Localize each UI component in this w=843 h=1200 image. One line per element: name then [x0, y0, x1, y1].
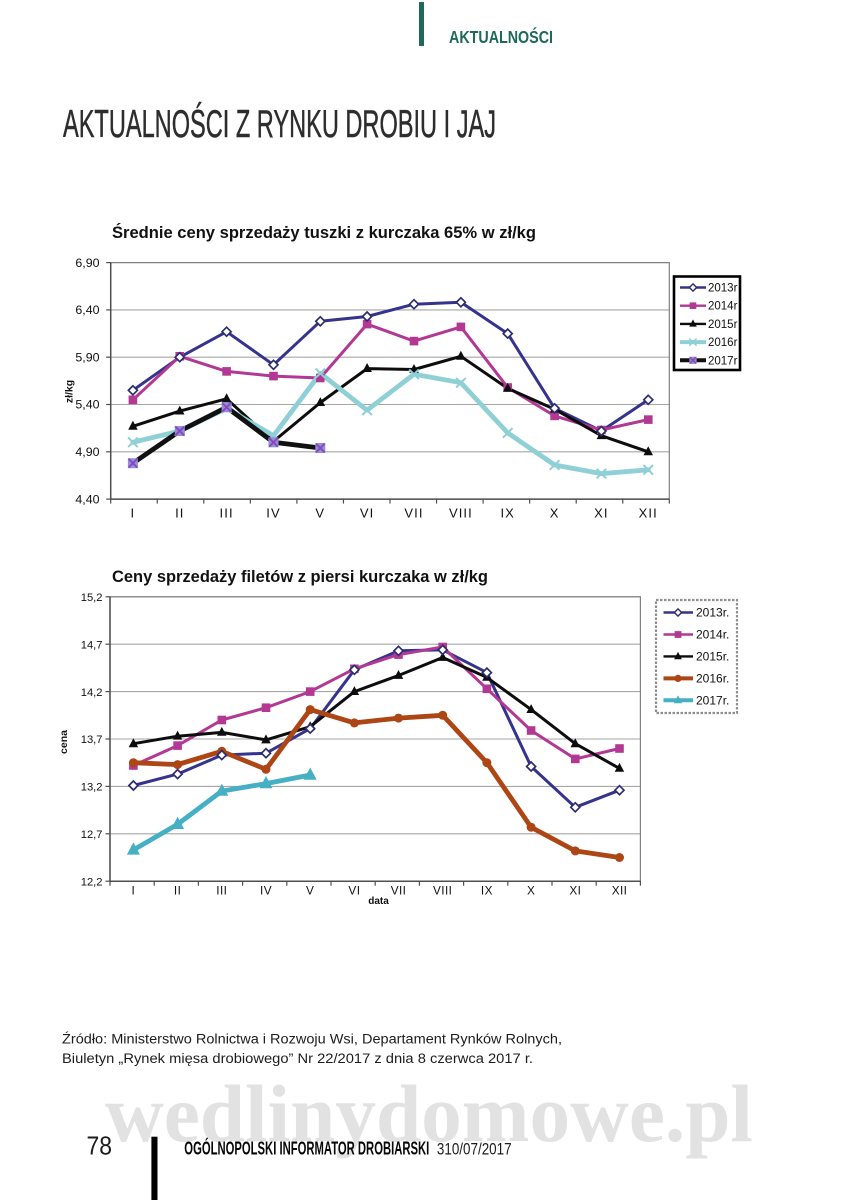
svg-text:13,7: 13,7	[81, 734, 103, 746]
svg-text:II: II	[174, 884, 181, 898]
svg-text:VIII: VIII	[449, 506, 473, 521]
svg-text:14,2: 14,2	[81, 687, 103, 699]
svg-text:IX: IX	[500, 506, 514, 521]
svg-text:Źródło: Ministerstwo Rolnictwa: Źródło: Ministerstwo Rolnictwa i Rozwoju…	[62, 1032, 562, 1047]
svg-text:AKTUALNOŚCI Z RYNKU DROBIU I J: AKTUALNOŚCI Z RYNKU DROBIU I JAJ	[63, 101, 496, 146]
svg-text:4,40: 4,40	[75, 492, 99, 506]
svg-text:2015r: 2015r	[708, 319, 738, 331]
svg-text:2016r: 2016r	[708, 337, 738, 349]
svg-text:VI: VI	[360, 506, 374, 521]
svg-text:2015r.: 2015r.	[696, 650, 729, 664]
svg-text:2017r: 2017r	[708, 355, 738, 367]
svg-text:III: III	[220, 506, 234, 521]
svg-text:2013r: 2013r	[708, 283, 738, 295]
svg-text:data: data	[368, 896, 389, 907]
svg-text:6,90: 6,90	[75, 256, 99, 270]
svg-text:I: I	[132, 884, 136, 898]
svg-text:IV: IV	[260, 884, 272, 898]
svg-text:zł/kg: zł/kg	[64, 380, 76, 403]
svg-text:III: III	[216, 884, 227, 898]
svg-text:5,40: 5,40	[75, 398, 99, 412]
svg-text:wedlinydomowe.pl: wedlinydomowe.pl	[105, 1068, 753, 1159]
svg-text:XI: XI	[594, 506, 608, 521]
svg-text:12,7: 12,7	[81, 829, 103, 841]
svg-text:VII: VII	[391, 884, 407, 898]
svg-text:I: I	[131, 506, 136, 521]
svg-text:Biuletyn „Rynek mięsa drobiowe: Biuletyn „Rynek mięsa drobiowego” Nr 22/…	[62, 1051, 533, 1066]
svg-text:2017r.: 2017r.	[696, 694, 729, 708]
svg-text:15,2: 15,2	[81, 592, 103, 604]
svg-text:IX: IX	[481, 884, 493, 898]
svg-text:XII: XII	[612, 884, 628, 898]
svg-text:2014r.: 2014r.	[696, 628, 729, 642]
svg-text:4,90: 4,90	[75, 445, 99, 459]
svg-text:II: II	[175, 506, 184, 521]
svg-text:X: X	[527, 884, 535, 898]
svg-text:IV: IV	[266, 506, 280, 521]
svg-text:Średnie ceny sprzedaży tuszki: Średnie ceny sprzedaży tuszki z kurczaka…	[112, 223, 536, 242]
svg-text:310/07/2017: 310/07/2017	[437, 1140, 512, 1159]
svg-text:OGÓLNOPOLSKI INFORMATOR DROBIA: OGÓLNOPOLSKI INFORMATOR DROBIARSKI	[184, 1138, 429, 1159]
svg-text:2016r.: 2016r.	[696, 672, 729, 686]
svg-text:V: V	[306, 884, 314, 898]
svg-text:12,2: 12,2	[81, 876, 103, 888]
svg-text:VI: VI	[348, 884, 360, 898]
svg-text:VII: VII	[404, 506, 423, 521]
svg-text:13,2: 13,2	[81, 782, 103, 794]
svg-text:14,7: 14,7	[81, 639, 103, 651]
svg-text:XI: XI	[569, 884, 581, 898]
svg-text:6,40: 6,40	[75, 303, 99, 317]
svg-text:5,90: 5,90	[75, 350, 99, 364]
svg-text:cena: cena	[58, 730, 70, 754]
svg-text:Ceny sprzedaży filetów z piers: Ceny sprzedaży filetów z piersi kurczaka…	[112, 568, 488, 586]
svg-text:XII: XII	[639, 506, 658, 521]
svg-text:2013r.: 2013r.	[696, 606, 729, 620]
svg-text:X: X	[550, 506, 560, 521]
svg-text:2014r: 2014r	[708, 301, 738, 313]
svg-text:V: V	[315, 506, 325, 521]
svg-text:78: 78	[87, 1133, 113, 1161]
svg-text:AKTUALNOŚCI: AKTUALNOŚCI	[449, 26, 553, 47]
svg-text:VIII: VIII	[433, 884, 452, 898]
